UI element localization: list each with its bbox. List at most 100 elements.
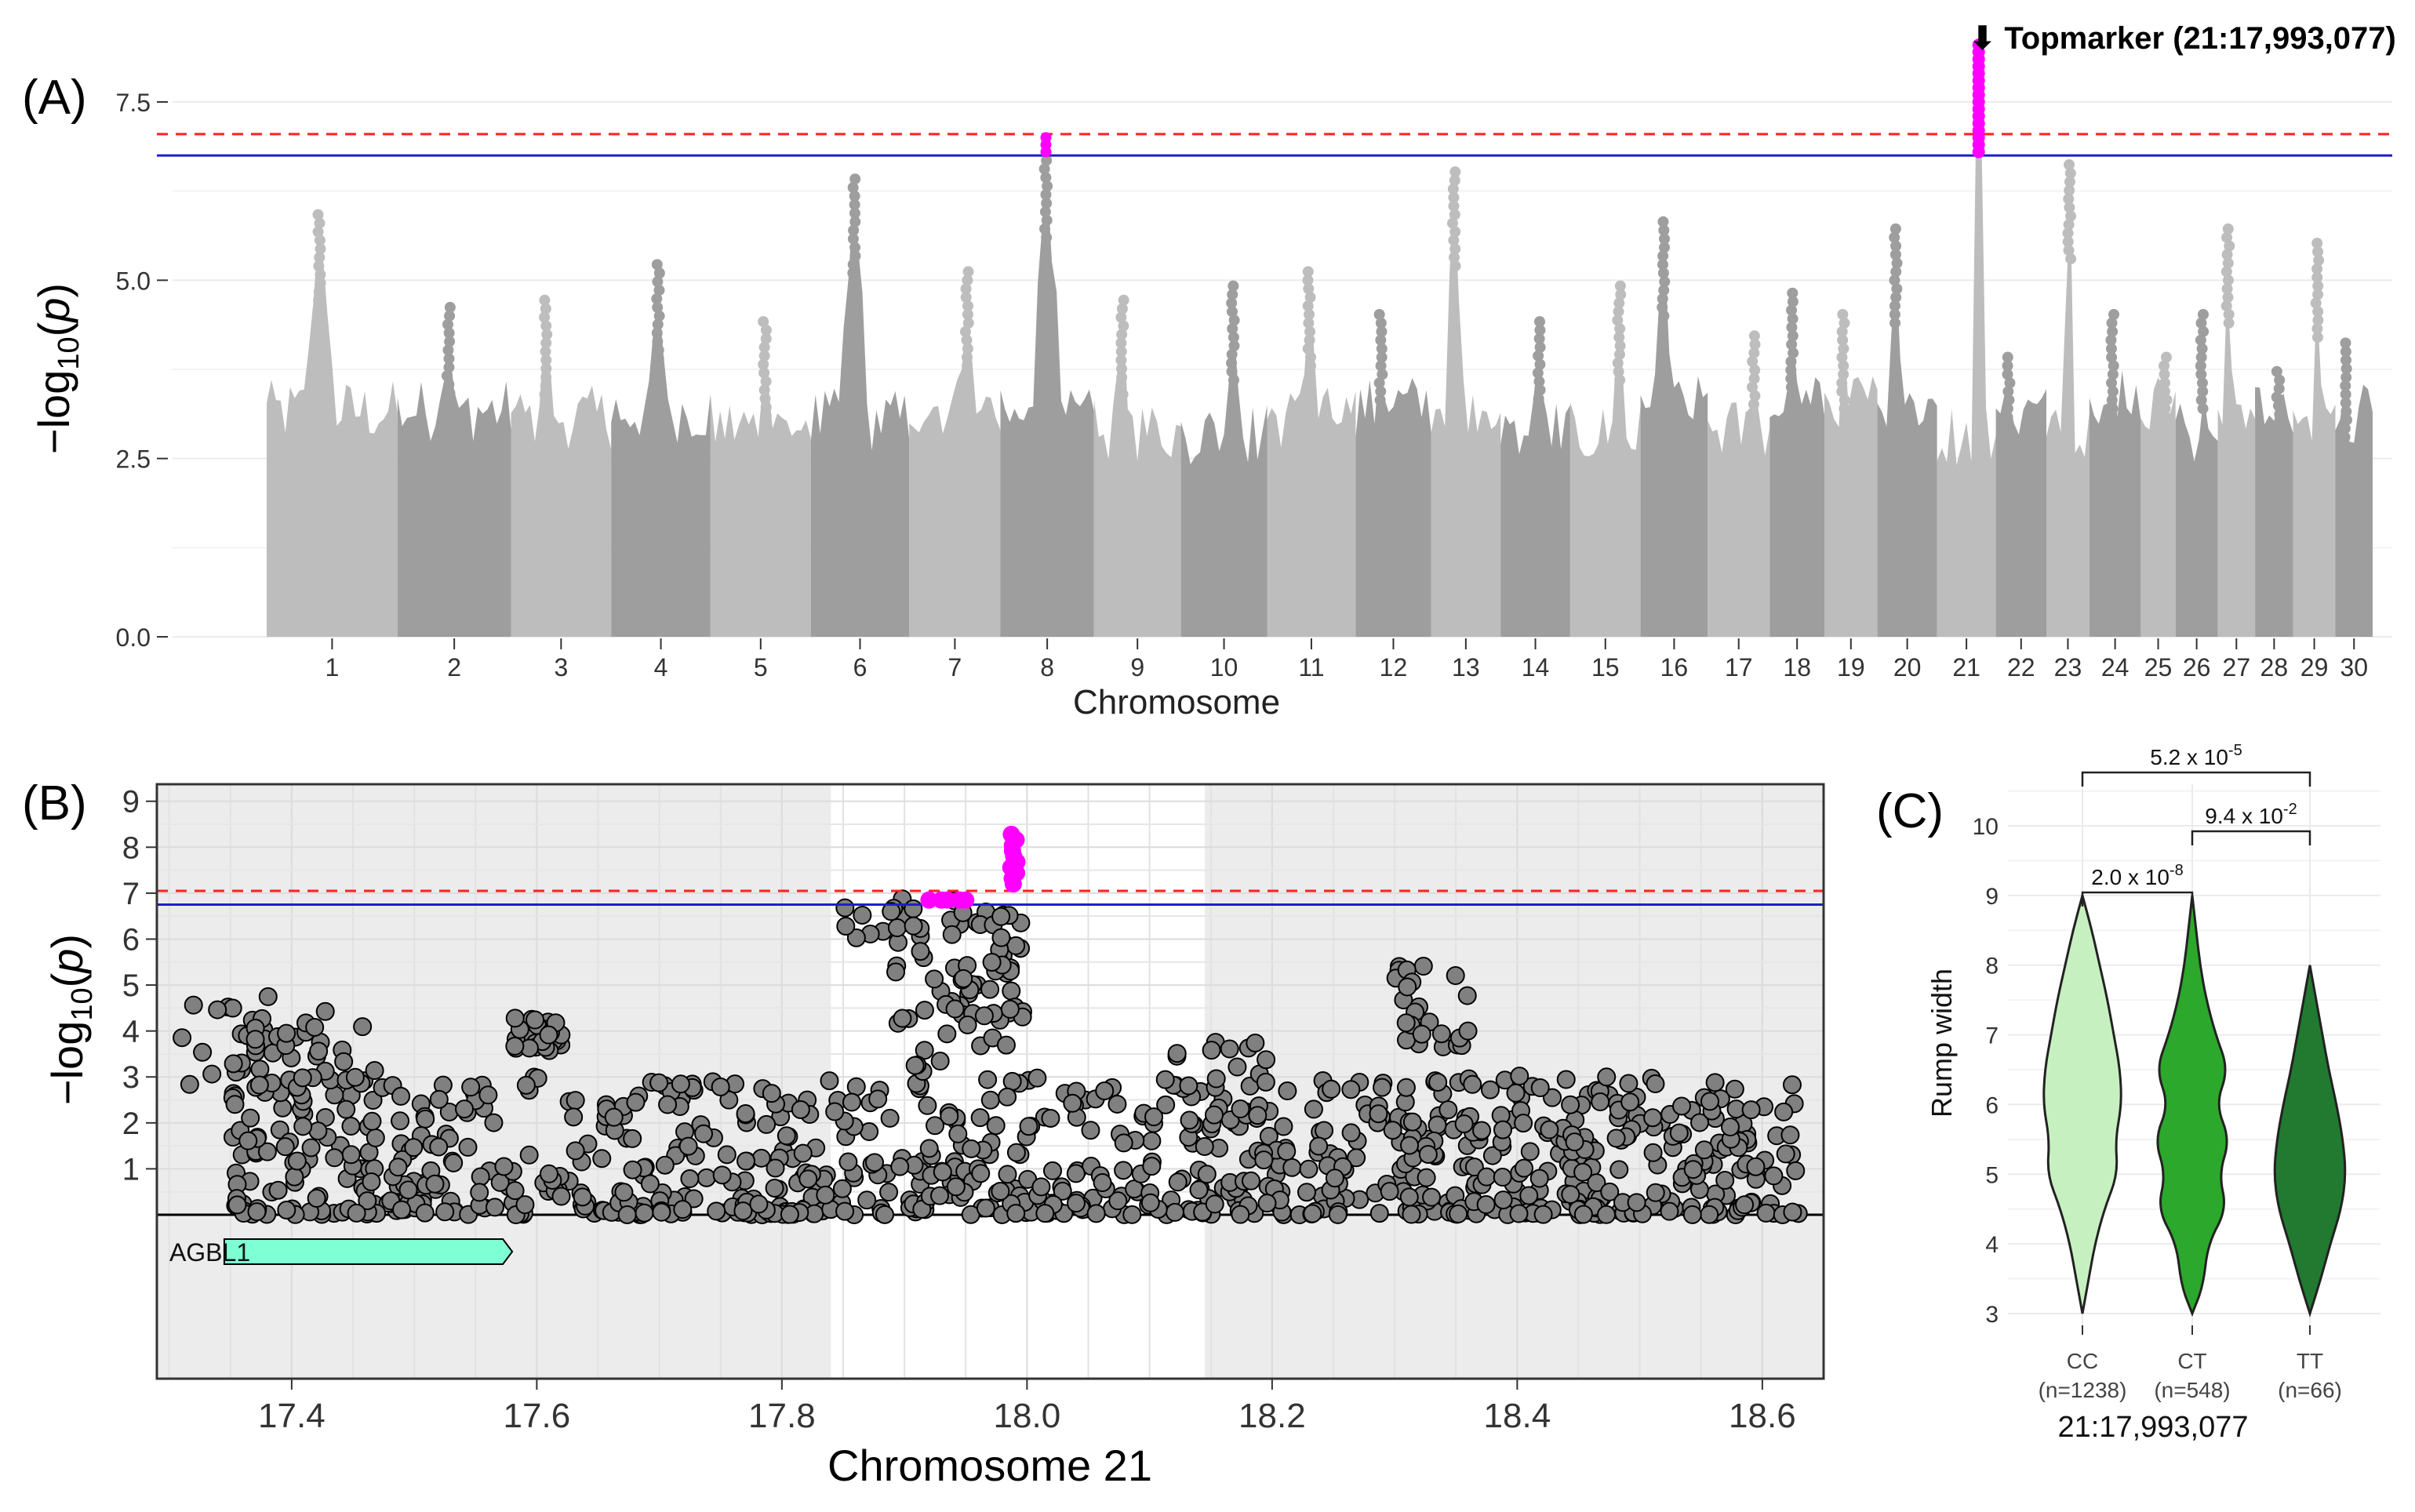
peak-point xyxy=(2106,394,2118,406)
snp-point xyxy=(1746,1157,1766,1176)
panel-a-x-tick-label: 8 xyxy=(1040,653,1054,681)
panel-c-x-tick-n: (n=66) xyxy=(2278,1378,2342,1402)
snp-point xyxy=(954,969,973,988)
peak-point xyxy=(1534,341,1546,353)
snp-point xyxy=(945,999,965,1019)
significance-label: 2.0 x 10-8 xyxy=(2091,862,2183,889)
peak-point xyxy=(2159,386,2171,398)
highlight-point xyxy=(920,891,938,909)
panel-b-x-tick-label: 18.2 xyxy=(1238,1397,1306,1435)
peak-point xyxy=(1749,390,1761,402)
snp-point xyxy=(832,1179,852,1198)
snp-point xyxy=(1591,1092,1610,1112)
snp-point xyxy=(247,1202,267,1222)
peak-point xyxy=(1785,364,1797,376)
snp-point xyxy=(1620,1092,1640,1112)
snp-point xyxy=(275,1137,295,1157)
peak-point xyxy=(2197,403,2209,415)
peak-point xyxy=(760,402,772,413)
snp-point xyxy=(655,1155,675,1175)
snp-point xyxy=(388,1158,408,1177)
peak-point xyxy=(1228,280,1239,292)
snp-point xyxy=(1197,1165,1217,1184)
peak-point xyxy=(2312,245,2324,257)
peak-point xyxy=(1612,357,1624,369)
peak-point xyxy=(1891,283,1903,295)
snp-point xyxy=(362,1172,381,1191)
snp-point xyxy=(315,1001,335,1021)
peak-point xyxy=(442,318,454,330)
snp-point xyxy=(680,1169,700,1189)
peak-point xyxy=(2273,434,2285,446)
snp-point xyxy=(1597,1067,1617,1087)
snp-point xyxy=(1520,1142,1540,1161)
peak-point xyxy=(2221,249,2233,260)
peak-point xyxy=(2271,426,2283,438)
peak-point xyxy=(1228,340,1240,352)
snp-point xyxy=(225,1095,245,1114)
panel-a-x-tick-label: 30 xyxy=(2340,653,2368,681)
snp-point xyxy=(1114,1161,1133,1180)
peak-point xyxy=(960,292,972,303)
snp-point xyxy=(1303,1204,1322,1223)
panel-a-x-tick-label: 21 xyxy=(1952,653,1980,681)
peak-point xyxy=(2003,445,2015,457)
snp-point xyxy=(1715,1171,1735,1190)
peak-point xyxy=(849,207,860,219)
peak-point xyxy=(962,274,973,286)
snp-point xyxy=(1063,1093,1082,1113)
peak-point xyxy=(1226,357,1238,369)
snp-point xyxy=(1180,1110,1199,1130)
peak-point xyxy=(1838,369,1849,380)
snp-point xyxy=(1006,1204,1026,1223)
peak-point xyxy=(1657,259,1668,271)
snp-point xyxy=(820,1071,839,1091)
snp-point xyxy=(1786,1161,1806,1180)
peak-point xyxy=(1657,267,1669,279)
snp-point xyxy=(958,1015,977,1034)
snp-point xyxy=(978,1070,998,1089)
snp-point xyxy=(1373,1078,1392,1097)
snp-point xyxy=(1561,1185,1580,1205)
peak-point xyxy=(2158,437,2169,449)
chromosome-band-16 xyxy=(1640,251,1708,637)
snp-point xyxy=(515,1195,535,1215)
peak-point xyxy=(847,267,859,279)
peak-point xyxy=(2340,372,2352,383)
peak-point xyxy=(849,250,861,262)
snp-point xyxy=(1756,1203,1776,1223)
snp-point xyxy=(915,1001,934,1020)
snp-point xyxy=(366,1128,385,1147)
snp-point xyxy=(1309,1136,1329,1156)
panel-a-x-tick-label: 5 xyxy=(754,653,768,681)
snp-point xyxy=(1257,1050,1276,1070)
peak-point xyxy=(1449,226,1461,238)
panel-b-x-tick-label: 17.6 xyxy=(504,1397,571,1435)
snp-point xyxy=(519,1145,539,1165)
snp-point xyxy=(1454,1114,1474,1134)
chromosome-band-30 xyxy=(2335,384,2373,637)
peak-point xyxy=(2340,405,2352,417)
snp-point xyxy=(1396,1078,1416,1097)
snp-point xyxy=(890,1157,910,1176)
snp-point xyxy=(846,928,866,947)
peak-point xyxy=(1041,198,1053,209)
snp-point xyxy=(880,1108,900,1128)
snp-point xyxy=(1519,1186,1539,1205)
panel-c-y-ticks: 3 4 5 6 7 8 9 10 xyxy=(1973,814,1999,1328)
snp-point xyxy=(539,1164,558,1183)
peak-point xyxy=(2106,377,2118,389)
peak-point xyxy=(1040,172,1052,184)
panel-a-x-tick-label: 22 xyxy=(2007,653,2035,681)
peak-point xyxy=(1302,274,1314,286)
peak-point xyxy=(1749,339,1761,351)
snp-point xyxy=(309,1041,329,1061)
panel-a-x-tick-label: 12 xyxy=(1380,653,1408,681)
panel-b-x-axis-title: Chromosome 21 xyxy=(827,1441,1152,1490)
chromosome-band-19 xyxy=(1824,330,1878,637)
snp-point xyxy=(301,1138,321,1158)
snp-point xyxy=(1002,1071,1022,1091)
panel-a-ylabel-log: −log xyxy=(29,370,78,454)
peak-point xyxy=(2271,442,2282,454)
peak-point xyxy=(759,393,771,405)
